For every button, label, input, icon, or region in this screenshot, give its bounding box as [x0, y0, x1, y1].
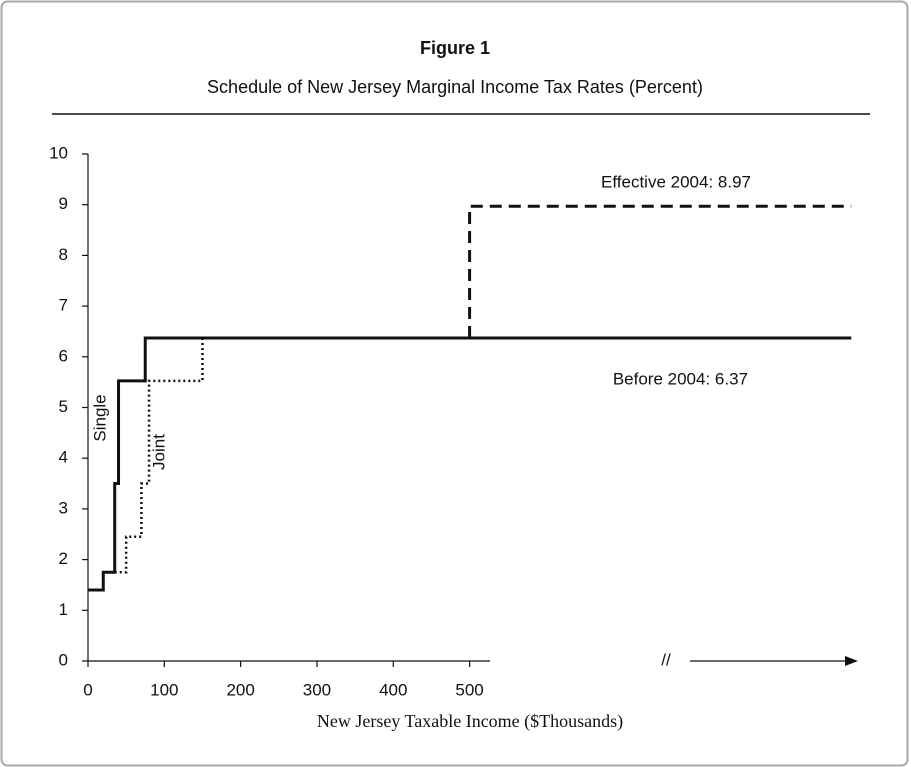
x-tick-label: 0 — [83, 680, 92, 699]
y-tick-label: 9 — [59, 194, 68, 213]
y-tick-label: 7 — [59, 296, 68, 315]
y-tick-label: 1 — [59, 600, 68, 619]
y-tick-label: 2 — [59, 549, 68, 568]
x-tick-label: 300 — [303, 680, 331, 699]
annotation: Effective 2004: 8.97 — [601, 172, 751, 191]
series-line — [468, 204, 852, 339]
y-tick-label: 4 — [59, 448, 68, 467]
y-tick-label: 0 — [59, 650, 68, 669]
y-tick-label: 3 — [59, 498, 68, 517]
x-tick-label: 400 — [379, 680, 407, 699]
axis-arrowhead — [845, 656, 858, 666]
axis-break: // — [661, 650, 671, 669]
x-axis-label: New Jersey Taxable Income ($Thousands) — [317, 711, 623, 732]
series-label: Joint — [149, 434, 168, 470]
x-tick-label: 200 — [226, 680, 254, 699]
annotation: Before 2004: 6.37 — [613, 369, 748, 388]
series-line — [114, 336, 852, 574]
y-tick-label: 5 — [59, 397, 68, 416]
y-tick-label: 6 — [59, 346, 68, 365]
x-tick-label: 500 — [455, 680, 483, 699]
series-line — [88, 336, 852, 592]
y-tick-label: 10 — [49, 143, 68, 162]
y-tick-label: 8 — [59, 245, 68, 264]
x-tick-label: 100 — [150, 680, 178, 699]
chart-title: Figure 1 — [420, 38, 490, 58]
series-label: Single — [90, 394, 109, 441]
chart-subtitle: Schedule of New Jersey Marginal Income T… — [207, 77, 703, 97]
